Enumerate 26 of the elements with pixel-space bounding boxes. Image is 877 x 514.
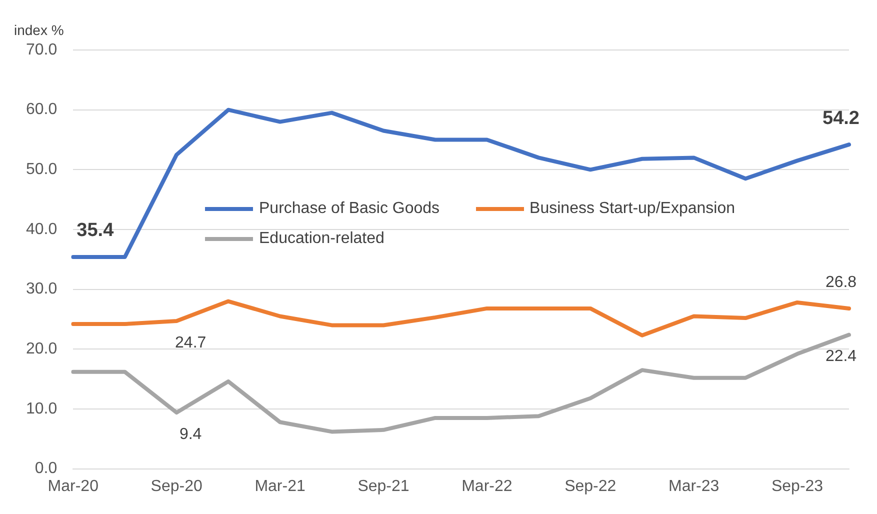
legend-label: Purchase of Basic Goods bbox=[259, 200, 440, 218]
y-tick-label: 40.0 bbox=[26, 220, 58, 238]
x-tick-label: Mar-21 bbox=[254, 478, 306, 495]
y-tick-label: 70.0 bbox=[26, 41, 58, 58]
data-label: 24.7 bbox=[175, 334, 206, 352]
y-tick-label: 50.0 bbox=[26, 161, 58, 178]
data-label: 35.4 bbox=[76, 220, 114, 242]
x-tick-label: Mar-23 bbox=[668, 478, 720, 495]
y-tick-label: 0.0 bbox=[34, 460, 58, 478]
x-tick-label: Sep-21 bbox=[358, 478, 410, 495]
data-label: 26.8 bbox=[825, 274, 857, 291]
data-label: 54.2 bbox=[822, 108, 860, 129]
y-tick-label: 60.0 bbox=[26, 101, 58, 118]
legend-label: Education-related bbox=[259, 230, 384, 248]
data-label: 22.4 bbox=[825, 348, 857, 366]
x-tick-label: Mar-20 bbox=[48, 478, 99, 495]
x-tick-label: Sep-22 bbox=[564, 478, 616, 495]
x-tick-label: Sep-23 bbox=[771, 478, 824, 495]
y-tick-label: 30.0 bbox=[26, 280, 58, 298]
y-tick-label: 20.0 bbox=[26, 340, 58, 358]
x-tick-label: Mar-22 bbox=[462, 478, 512, 495]
x-tick-label: Sep-20 bbox=[150, 478, 202, 495]
data-label: 9.4 bbox=[179, 426, 202, 443]
y-axis-title: index % bbox=[14, 22, 64, 38]
y-tick-label: 10.0 bbox=[26, 400, 58, 418]
legend-label: Business Start-up/Expansion bbox=[530, 200, 735, 218]
